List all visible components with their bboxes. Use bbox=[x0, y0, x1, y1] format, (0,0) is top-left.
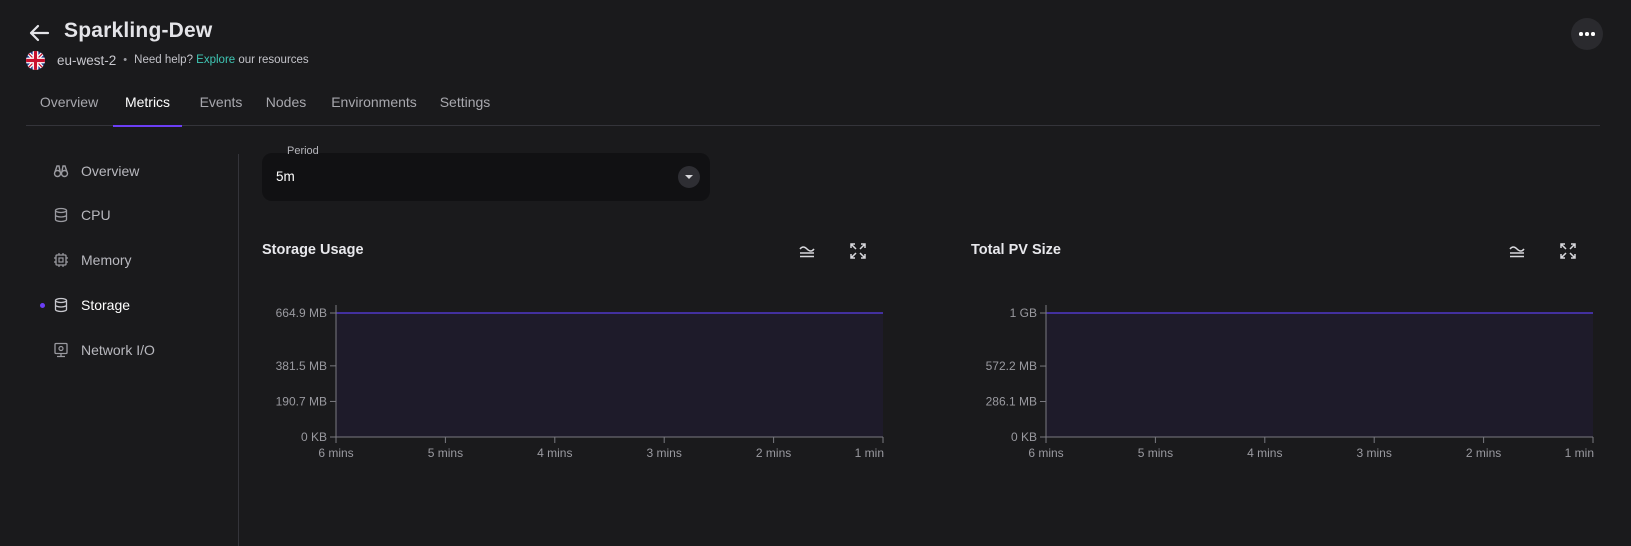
series-area bbox=[336, 313, 883, 437]
help-text: Need help? Explore our resources bbox=[134, 54, 309, 66]
tab-nodes[interactable]: Nodes bbox=[265, 94, 307, 110]
sidebar-item-label: Memory bbox=[81, 252, 132, 268]
x-tick-label: 1 min bbox=[1565, 446, 1594, 460]
help-suffix: our resources bbox=[238, 54, 309, 66]
database-icon bbox=[52, 296, 70, 314]
more-dot-icon bbox=[1591, 32, 1595, 36]
region-label: eu-west-2 bbox=[57, 52, 117, 68]
period-value: 5m bbox=[276, 169, 295, 184]
sidebar-item-label: Overview bbox=[81, 163, 140, 179]
help-prefix: Need help? bbox=[134, 54, 193, 66]
period-select[interactable]: 5m bbox=[262, 153, 710, 201]
x-tick-label: 2 mins bbox=[1466, 446, 1501, 460]
series-area bbox=[1046, 313, 1593, 437]
explore-link[interactable]: Explore bbox=[196, 54, 236, 66]
chart-expand-button[interactable] bbox=[847, 240, 869, 262]
binoculars-icon bbox=[52, 162, 70, 180]
chip-icon bbox=[52, 251, 70, 269]
chart-title-storage-usage: Storage Usage bbox=[262, 242, 364, 258]
filter-lines-icon bbox=[799, 246, 815, 258]
x-tick-label: 4 mins bbox=[537, 446, 572, 460]
sidebar-item-label: Storage bbox=[81, 297, 131, 313]
x-tick-label: 3 mins bbox=[1357, 446, 1392, 460]
more-dot-icon bbox=[1585, 32, 1589, 36]
tab-settings[interactable]: Settings bbox=[439, 94, 491, 110]
sidebar-item-label: Network I/O bbox=[81, 342, 155, 358]
y-tick-label: 381.5 MB bbox=[276, 359, 327, 373]
database-icon bbox=[52, 206, 70, 224]
filter-lines-icon bbox=[1509, 246, 1525, 258]
x-tick-label: 4 mins bbox=[1247, 446, 1282, 460]
period-label: Period bbox=[287, 145, 319, 157]
more-options-button[interactable] bbox=[1571, 18, 1603, 50]
x-tick-label: 5 mins bbox=[1138, 446, 1173, 460]
sidebar-item-network-io[interactable]: Network I/O bbox=[52, 339, 155, 361]
expand-icon bbox=[1560, 243, 1576, 259]
tab-metrics[interactable]: Metrics bbox=[113, 94, 182, 127]
y-tick-label: 572.2 MB bbox=[986, 359, 1037, 373]
y-tick-label: 1 GB bbox=[1010, 306, 1037, 320]
separator-dot: • bbox=[123, 54, 128, 66]
y-tick-label: 190.7 MB bbox=[276, 394, 327, 408]
chart-expand-button[interactable] bbox=[1557, 240, 1579, 262]
y-tick-label: 0 KB bbox=[301, 430, 327, 444]
uk-flag-icon bbox=[26, 50, 45, 70]
sidebar-divider bbox=[238, 154, 239, 546]
chart-legend-button[interactable] bbox=[796, 240, 818, 262]
network-icon bbox=[52, 341, 70, 359]
x-tick-label: 6 mins bbox=[318, 446, 353, 460]
sidebar-item-storage[interactable]: Storage bbox=[52, 294, 130, 316]
x-tick-label: 6 mins bbox=[1028, 446, 1063, 460]
region-info: eu-west-2 • Need help? Explore our resou… bbox=[26, 50, 309, 70]
active-indicator-dot bbox=[40, 303, 45, 308]
tab-bar: Overview Metrics Events Nodes Environmen… bbox=[26, 90, 1600, 127]
expand-icon bbox=[850, 243, 866, 259]
arrow-left-icon bbox=[29, 24, 50, 42]
sidebar-item-memory[interactable]: Memory bbox=[52, 249, 132, 271]
chart-title-total-pv-size: Total PV Size bbox=[971, 242, 1061, 258]
y-tick-label: 286.1 MB bbox=[986, 395, 1037, 409]
back-button[interactable] bbox=[26, 20, 52, 46]
sidebar-item-cpu[interactable]: CPU bbox=[52, 204, 111, 226]
chart-legend-button[interactable] bbox=[1506, 240, 1528, 262]
more-dot-icon bbox=[1579, 32, 1583, 36]
y-tick-label: 0 KB bbox=[1011, 430, 1037, 444]
x-tick-label: 5 mins bbox=[428, 446, 463, 460]
tab-overview[interactable]: Overview bbox=[39, 94, 99, 110]
y-tick-label: 664.9 MB bbox=[276, 306, 327, 320]
x-tick-label: 1 min bbox=[855, 446, 884, 460]
tab-environments[interactable]: Environments bbox=[331, 94, 417, 110]
sidebar-item-overview[interactable]: Overview bbox=[52, 160, 139, 182]
caret-down-icon bbox=[678, 166, 700, 188]
tab-events[interactable]: Events bbox=[199, 94, 243, 110]
page-title: Sparkling-Dew bbox=[64, 19, 213, 42]
sidebar-item-label: CPU bbox=[81, 207, 111, 223]
x-tick-label: 3 mins bbox=[647, 446, 682, 460]
x-tick-label: 2 mins bbox=[756, 446, 791, 460]
